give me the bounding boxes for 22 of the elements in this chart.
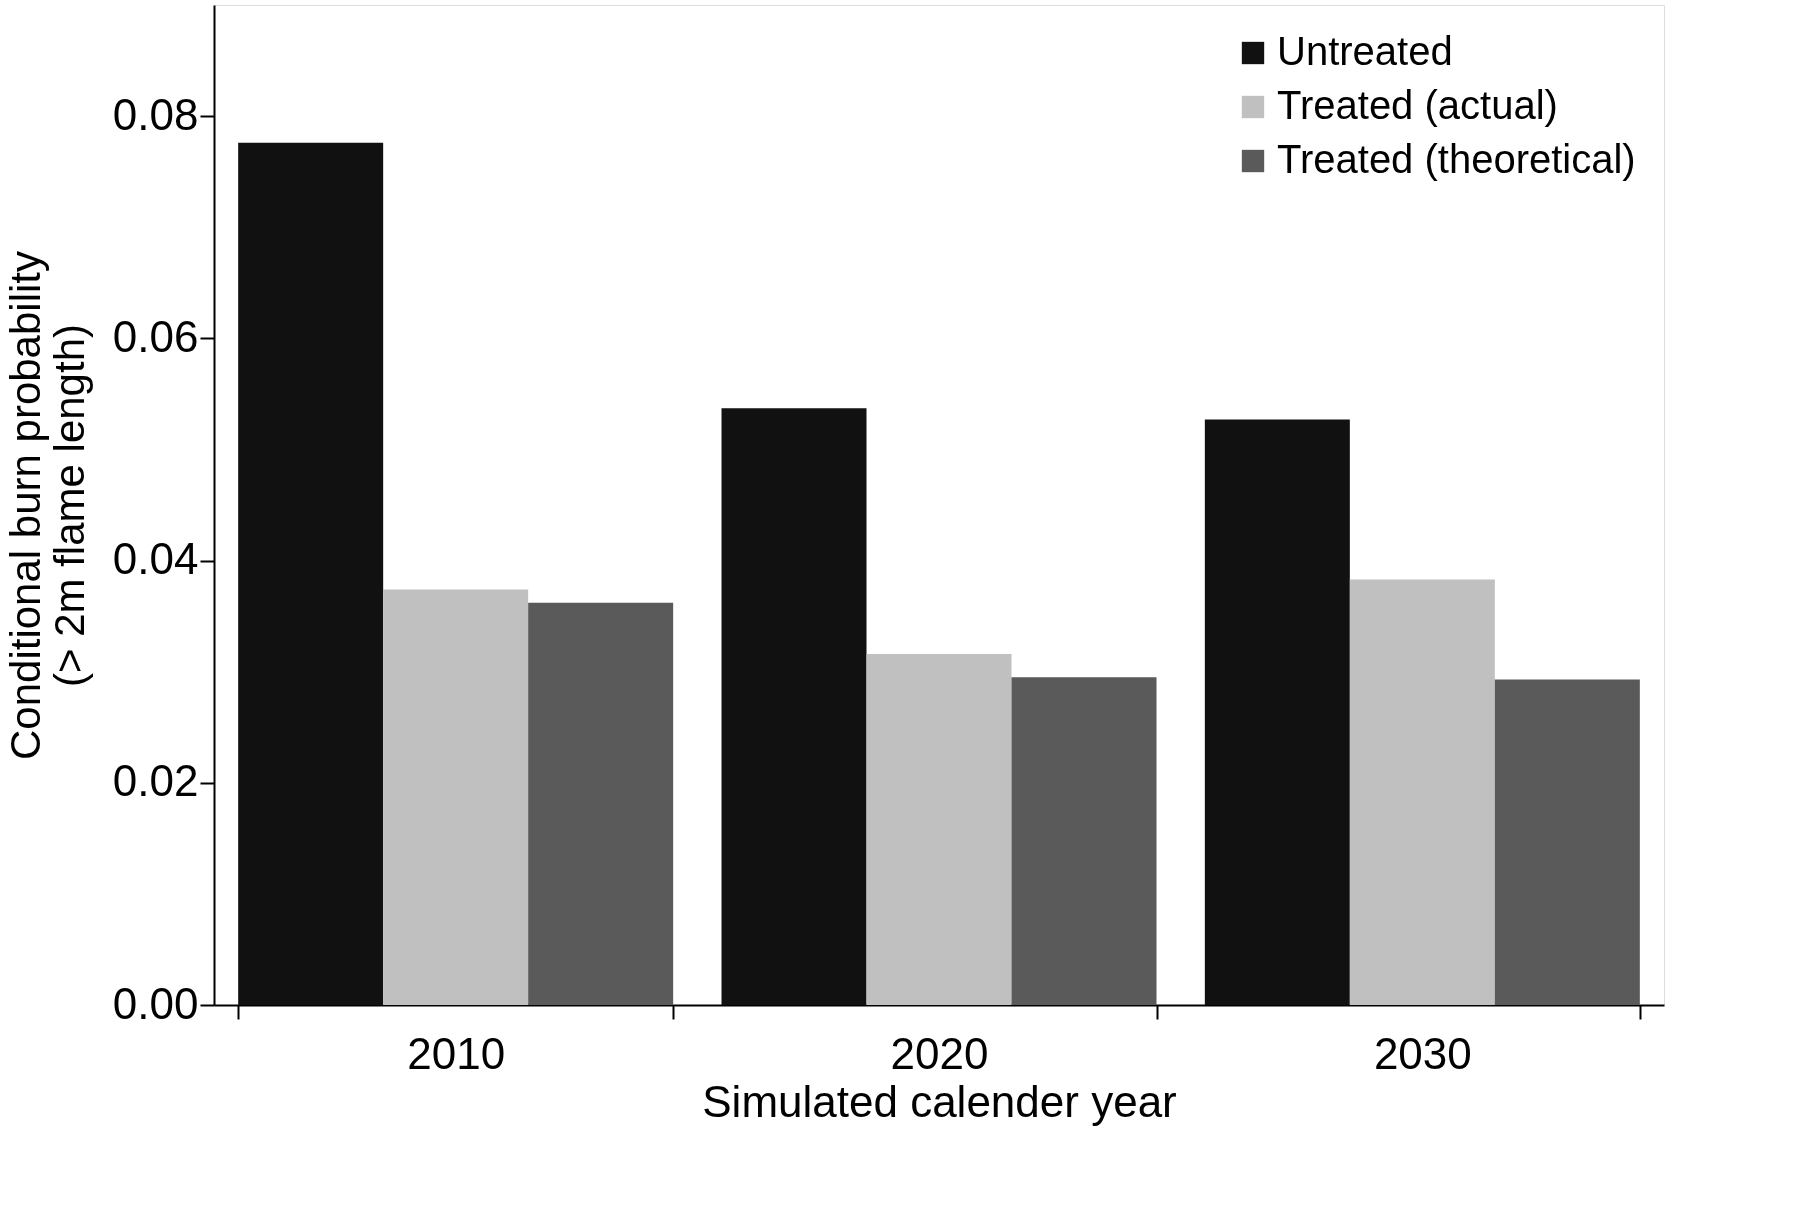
bar <box>528 602 674 1005</box>
legend-label: Untreated <box>1277 29 1453 73</box>
legend-label: Treated (actual) <box>1277 83 1558 127</box>
x-tick-label: 2020 <box>890 1028 989 1078</box>
y-tick-label: 0.08 <box>112 89 199 139</box>
y-tick-label: 0.04 <box>112 534 199 584</box>
y-tick-label: 0.02 <box>112 756 199 806</box>
legend-label: Treated (theoretical) <box>1277 137 1636 181</box>
x-tick-label: 2030 <box>1373 1028 1472 1078</box>
bar <box>721 408 867 1005</box>
y-axis-title: Conditional burn probability (> 2m flame length) <box>1 251 93 760</box>
bar <box>238 142 384 1005</box>
bar <box>866 653 1012 1005</box>
bar <box>1011 677 1157 1005</box>
x-axis-title: Simulated calender year <box>702 1076 1177 1126</box>
bar <box>383 589 529 1005</box>
bar <box>1204 419 1350 1005</box>
x-tick-label: 2010 <box>407 1028 506 1078</box>
y-tick-label: 0.06 <box>112 311 199 361</box>
y-tick-label: 0.00 <box>112 978 199 1028</box>
bar <box>1494 679 1640 1005</box>
bar <box>1349 579 1495 1005</box>
